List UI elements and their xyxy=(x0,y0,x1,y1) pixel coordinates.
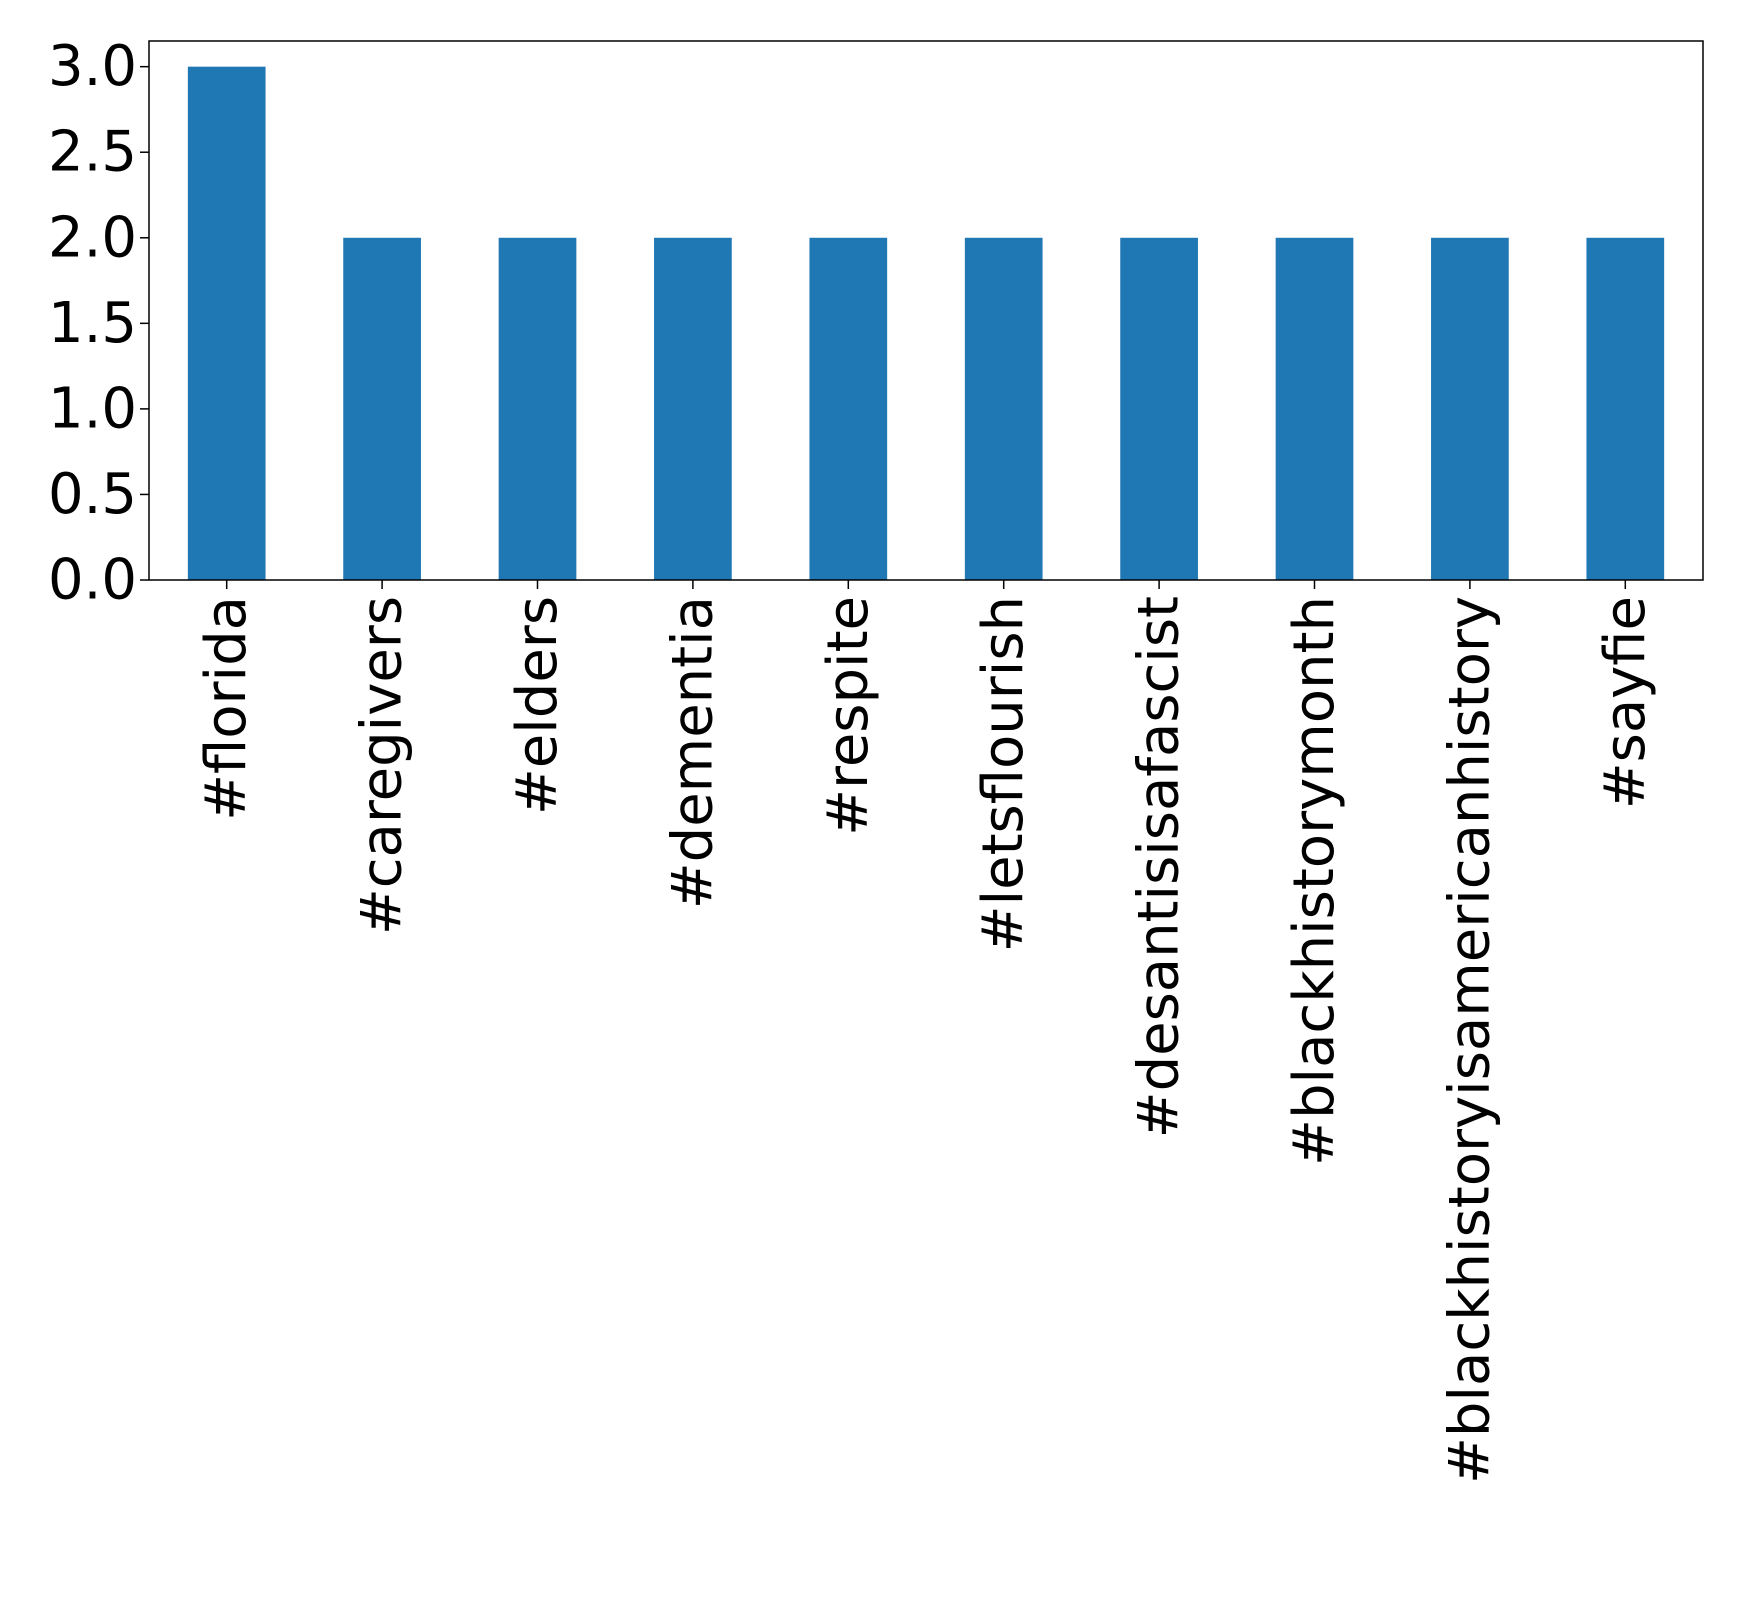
y-tick-label: 0.0 xyxy=(48,548,137,613)
bar-caregivers xyxy=(343,237,421,580)
bar-blackhistorymonth xyxy=(1275,237,1354,580)
bar-florida xyxy=(187,66,266,581)
y-tick-label: 2.0 xyxy=(48,205,137,270)
bar-letsflourish xyxy=(964,237,1043,580)
bar-elders xyxy=(498,237,577,580)
bar-blackhistoryisamericanhistory xyxy=(1431,237,1509,580)
x-tick-label-caregivers: #caregivers xyxy=(350,596,415,935)
x-tick-label-respite: #respite xyxy=(816,596,881,836)
x-tick-label-dementia: #dementia xyxy=(660,596,725,909)
y-tick-label: 1.0 xyxy=(48,376,137,441)
y-tick-label: 0.5 xyxy=(48,462,137,527)
x-tick-label-florida: #florida xyxy=(194,596,259,821)
x-tick-label-blackhistoryisamericanhistory: #blackhistoryisamericanhistory xyxy=(1437,596,1502,1484)
x-tick-label-elders: #elders xyxy=(505,596,570,815)
y-tick-label: 1.5 xyxy=(48,291,137,356)
y-axis: 0.0 0.5 1.0 1.5 2.0 2.5 3.0 xyxy=(48,34,149,613)
bar-sayfie xyxy=(1586,237,1665,580)
bar-respite xyxy=(809,237,888,580)
bars-layer xyxy=(187,66,1665,581)
y-tick-label: 3.0 xyxy=(48,34,137,99)
x-tick-label-blackhistorymonth: #blackhistorymonth xyxy=(1282,596,1347,1166)
bar-desantisisafascist xyxy=(1120,237,1198,580)
x-tick-label-desantisisafascist: #desantisisafascist xyxy=(1127,596,1192,1138)
bar-dementia xyxy=(654,237,732,580)
x-tick-label-sayfie: #sayfie xyxy=(1593,596,1658,809)
y-tick-label: 2.5 xyxy=(48,120,137,185)
x-tick-label-letsflourish: #letsflourish xyxy=(971,596,1036,952)
x-axis: #florida #caregivers #elders #dementia #resp… xyxy=(194,580,1658,1484)
plot-area-frame xyxy=(148,40,1704,581)
